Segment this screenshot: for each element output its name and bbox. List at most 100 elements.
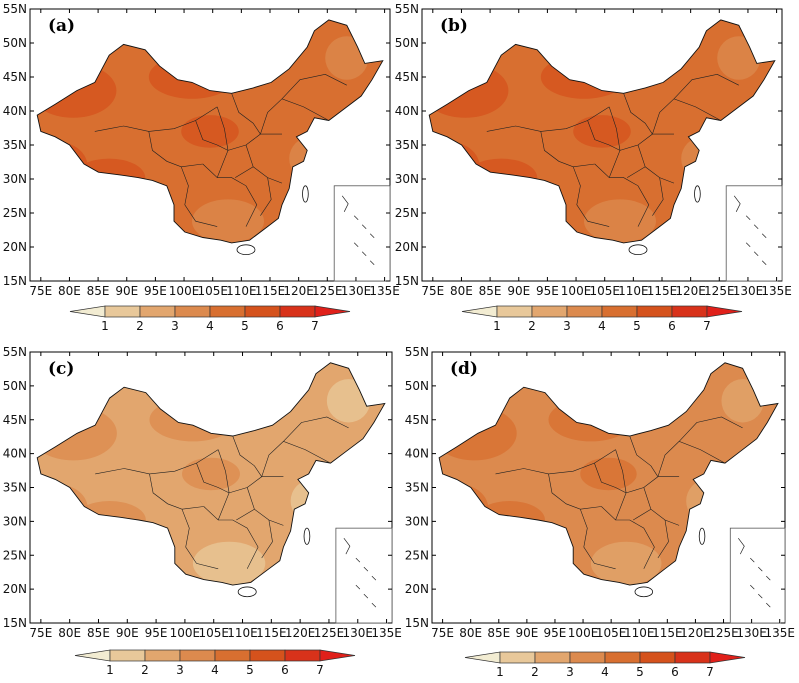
lon-tick-label: 80E bbox=[58, 626, 81, 640]
inset-dash bbox=[371, 602, 377, 608]
province-border bbox=[180, 166, 218, 227]
lon-tick-label: 120E bbox=[285, 626, 316, 640]
panel-label: (b) bbox=[440, 16, 468, 36]
colorbar-label: 2 bbox=[531, 665, 539, 679]
province-border bbox=[181, 509, 219, 570]
inset-dash bbox=[750, 584, 755, 590]
lat-tick-label: 30N bbox=[395, 172, 419, 186]
taiwan-island bbox=[303, 527, 311, 545]
lat-tick-label: 20N bbox=[3, 582, 27, 596]
lon-tick-label: 135E bbox=[761, 284, 792, 298]
colorbar-segment bbox=[531, 305, 568, 318]
colorbar-segment bbox=[636, 305, 673, 318]
province-border bbox=[657, 519, 669, 559]
province-border bbox=[196, 462, 230, 494]
province-border bbox=[673, 73, 739, 100]
colorbar-segment bbox=[144, 649, 181, 662]
inset-dash bbox=[369, 260, 375, 266]
lon-tick-label: 75E bbox=[29, 626, 52, 640]
lon-tick-label: 130E bbox=[341, 284, 372, 298]
province-border bbox=[608, 106, 621, 178]
province-border bbox=[643, 487, 680, 526]
province-border bbox=[216, 106, 229, 178]
colorbar-label: 1 bbox=[101, 319, 109, 333]
province-border bbox=[260, 177, 272, 216]
lon-tick-label: 115E bbox=[647, 284, 678, 298]
province-border bbox=[594, 163, 650, 227]
shading-blob bbox=[584, 199, 656, 243]
lon-tick-label: 85E bbox=[487, 626, 510, 640]
inset-dash bbox=[363, 593, 369, 599]
colorbar-segment bbox=[109, 649, 146, 662]
province-border bbox=[629, 435, 659, 477]
province-border bbox=[227, 133, 282, 151]
taiwan-island bbox=[698, 527, 706, 545]
province-border bbox=[283, 416, 349, 442]
lat-tick-label: 20N bbox=[405, 582, 429, 596]
south-sea-inset bbox=[333, 185, 391, 282]
lon-tick-label: 85E bbox=[87, 284, 110, 298]
colorbar-segment bbox=[214, 649, 251, 662]
colorbar-segment bbox=[601, 305, 638, 318]
lon-tick-label: 80E bbox=[459, 626, 482, 640]
lat-tick-label: 45N bbox=[405, 413, 429, 427]
province-border bbox=[245, 144, 283, 184]
lat-tick-label: 25N bbox=[395, 206, 419, 220]
map-panel-a: 15N 20N 25N 30N 35N 40N 45N 50N 55N 75E 80E 85E 90E 9… bbox=[3, 2, 400, 333]
province-border bbox=[627, 166, 646, 178]
lon-tick-label: 95E bbox=[544, 626, 567, 640]
province-border bbox=[229, 476, 284, 494]
colorbar: 1 2 3 4 5 6 7 bbox=[69, 305, 351, 333]
inset-coast bbox=[733, 195, 741, 212]
lat-tick-label: 35N bbox=[395, 138, 419, 152]
inset-dash bbox=[753, 251, 759, 257]
map-panel-c: 15N 20N 25N 30N 35N 40N 45N 50N 55N 75E 80E 85E 90E 9… bbox=[3, 345, 402, 677]
colorbar-label: 5 bbox=[246, 663, 254, 677]
taiwan-island bbox=[694, 185, 701, 203]
lat-tick-label: 15N bbox=[3, 616, 27, 630]
lat-tick-label: 50N bbox=[405, 379, 429, 393]
inset-coast bbox=[341, 195, 349, 212]
lon-tick-label: 105E bbox=[596, 626, 627, 640]
lon-tick-label: 130E bbox=[343, 626, 374, 640]
colorbar-left-arrow bbox=[69, 305, 106, 318]
hainan-island bbox=[634, 586, 654, 598]
province-border bbox=[572, 166, 610, 227]
lon-tick-label: 100E bbox=[169, 284, 200, 298]
lon-tick-label: 75E bbox=[29, 284, 52, 298]
lat-tick-label: 45N bbox=[3, 413, 27, 427]
colorbar-label: 5 bbox=[633, 319, 641, 333]
inset-dash bbox=[363, 566, 369, 572]
lon-tick-label: 90E bbox=[515, 626, 538, 640]
colorbar-right-arrow bbox=[314, 305, 351, 318]
hainan-island bbox=[236, 244, 256, 256]
colorbar-label: 7 bbox=[311, 319, 319, 333]
province-border bbox=[246, 487, 284, 526]
lon-tick-label: 90E bbox=[507, 284, 530, 298]
shading-blob bbox=[590, 541, 662, 586]
province-border bbox=[626, 476, 680, 494]
colorbar-segment bbox=[174, 305, 211, 318]
colorbar-label: 4 bbox=[598, 319, 606, 333]
lon-tick-label: 95E bbox=[144, 284, 167, 298]
colorbar-segment bbox=[139, 305, 176, 318]
province-border bbox=[486, 106, 610, 132]
inset-coast bbox=[343, 537, 351, 555]
shading-blob bbox=[181, 115, 239, 148]
province-border bbox=[633, 508, 652, 521]
province-border bbox=[495, 449, 616, 475]
colorbar-segment bbox=[104, 305, 141, 318]
shading-blob bbox=[182, 457, 240, 491]
lon-tick-label: 120E bbox=[283, 284, 314, 298]
lat-tick-label: 15N bbox=[3, 274, 27, 288]
province-border bbox=[94, 106, 218, 132]
colorbar-label: 6 bbox=[668, 319, 676, 333]
lon-tick-label: 130E bbox=[736, 626, 767, 640]
province-border bbox=[95, 449, 219, 475]
inset-dash bbox=[761, 260, 767, 266]
colorbar-label: 7 bbox=[706, 665, 714, 679]
inset-coast bbox=[738, 537, 745, 555]
lat-tick-label: 35N bbox=[405, 481, 429, 495]
taiwan-island bbox=[302, 185, 309, 203]
